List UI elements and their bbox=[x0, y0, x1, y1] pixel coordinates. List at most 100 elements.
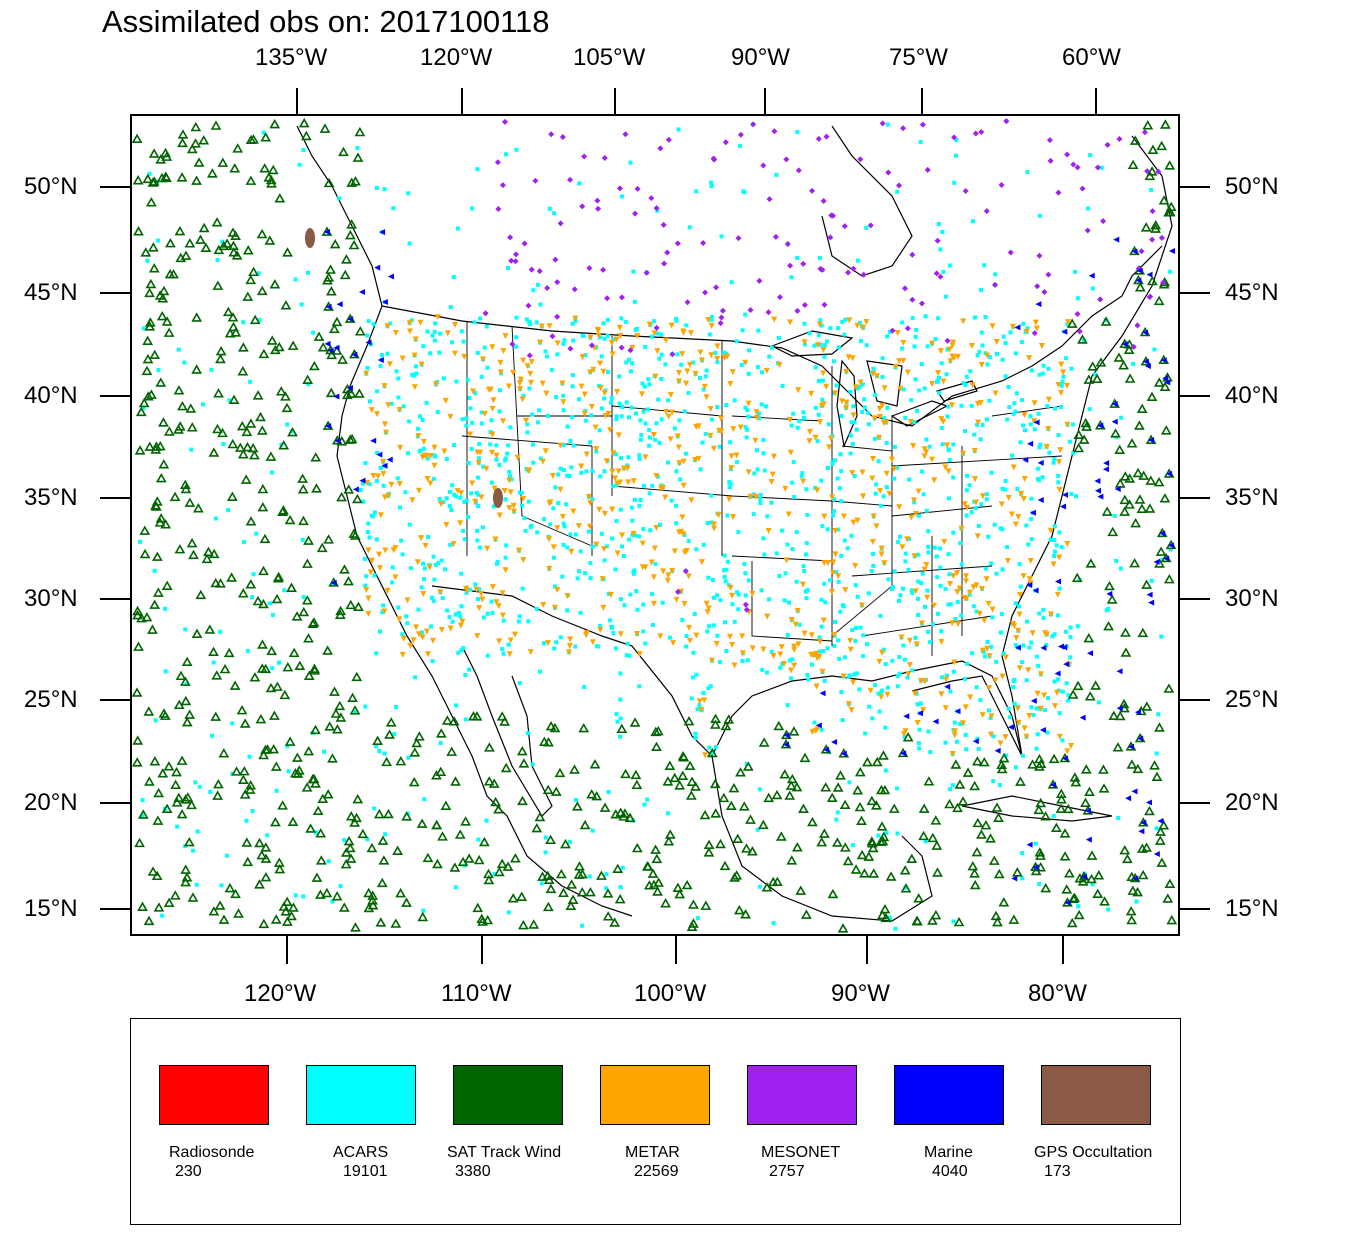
sat-track-wind-marker bbox=[1134, 494, 1146, 504]
acars-marker bbox=[476, 837, 481, 842]
acars-marker bbox=[795, 129, 800, 134]
acars-marker bbox=[791, 460, 796, 465]
marine-marker bbox=[386, 456, 393, 463]
sat-track-wind-marker bbox=[275, 386, 287, 396]
acars-marker bbox=[609, 400, 614, 405]
acars-marker bbox=[439, 558, 444, 563]
metar-marker bbox=[540, 602, 547, 609]
metar-marker bbox=[673, 596, 680, 603]
acars-marker bbox=[1003, 753, 1008, 758]
acars-marker bbox=[769, 649, 774, 654]
sat-track-wind-marker bbox=[516, 891, 528, 901]
sat-track-wind-marker bbox=[300, 130, 312, 141]
sat-track-wind-marker bbox=[1080, 417, 1092, 428]
metar-marker bbox=[506, 477, 513, 484]
mesonet-marker bbox=[885, 169, 892, 176]
acars-marker bbox=[760, 370, 765, 375]
sat-track-wind-marker bbox=[147, 624, 158, 634]
sat-track-wind-marker bbox=[1112, 742, 1124, 752]
sat-track-wind-marker bbox=[317, 342, 329, 352]
acars-marker bbox=[431, 599, 436, 604]
acars-marker bbox=[1154, 826, 1159, 831]
metar-marker bbox=[605, 410, 612, 417]
metar-marker bbox=[568, 548, 575, 555]
sat-track-wind-marker bbox=[332, 724, 343, 734]
metar-marker bbox=[1015, 627, 1022, 634]
metar-marker bbox=[900, 357, 907, 364]
metar-marker bbox=[1015, 513, 1022, 520]
acars-marker bbox=[1058, 405, 1063, 410]
acars-marker bbox=[805, 588, 810, 593]
sat-track-wind-marker bbox=[709, 719, 721, 729]
sat-track-wind-marker bbox=[267, 164, 279, 175]
acars-marker bbox=[937, 546, 942, 551]
acars-marker bbox=[367, 481, 372, 486]
sat-track-wind-marker bbox=[180, 676, 191, 686]
metar-marker bbox=[675, 378, 682, 385]
acars-marker bbox=[946, 552, 951, 557]
acars-marker bbox=[978, 698, 983, 703]
sat-track-wind-marker bbox=[180, 876, 191, 887]
acars-marker bbox=[475, 167, 480, 172]
sat-track-wind-marker bbox=[157, 768, 169, 778]
metar-marker bbox=[390, 547, 397, 554]
sat-track-wind-marker bbox=[758, 737, 770, 747]
metar-marker bbox=[701, 697, 708, 704]
acars-marker bbox=[728, 440, 733, 445]
acars-marker bbox=[360, 481, 365, 486]
metar-marker bbox=[415, 631, 422, 638]
acars-marker bbox=[729, 280, 734, 285]
marine-marker bbox=[1035, 301, 1042, 308]
acars-marker bbox=[463, 717, 468, 722]
acars-marker bbox=[552, 211, 557, 216]
acars-marker bbox=[769, 500, 774, 505]
acars-marker bbox=[697, 703, 702, 708]
sat-track-wind-marker bbox=[1154, 722, 1165, 732]
metar-marker bbox=[768, 478, 775, 485]
metar-marker bbox=[801, 630, 808, 637]
sat-track-wind-marker bbox=[913, 893, 925, 903]
sat-track-wind-marker bbox=[390, 918, 402, 928]
acars-marker bbox=[703, 431, 708, 436]
sat-track-wind-marker bbox=[147, 242, 159, 252]
metar-marker bbox=[902, 728, 909, 735]
sat-track-wind-marker bbox=[1099, 896, 1110, 906]
metar-marker bbox=[686, 361, 693, 368]
acars-marker bbox=[241, 540, 246, 545]
sat-track-wind-marker bbox=[677, 770, 689, 781]
mesonet-marker bbox=[669, 351, 676, 358]
acars-marker bbox=[531, 288, 536, 293]
acars-marker bbox=[1032, 427, 1037, 432]
acars-marker bbox=[637, 503, 642, 508]
sat-track-wind-marker bbox=[230, 327, 242, 337]
acars-marker bbox=[270, 470, 275, 475]
acars-marker bbox=[641, 602, 646, 607]
acars-marker bbox=[407, 419, 412, 424]
metar-marker bbox=[935, 369, 942, 376]
sat-track-wind-marker bbox=[249, 449, 260, 460]
acars-marker bbox=[693, 736, 698, 741]
acars-marker bbox=[485, 653, 490, 658]
metar-marker bbox=[877, 413, 884, 420]
acars-marker bbox=[683, 451, 688, 456]
metar-marker bbox=[614, 550, 621, 557]
acars-marker bbox=[703, 374, 708, 379]
mesonet-marker bbox=[616, 185, 623, 192]
metar-marker bbox=[871, 415, 878, 422]
mesonet-marker bbox=[1149, 208, 1156, 215]
metar-marker bbox=[539, 458, 546, 465]
acars-marker bbox=[473, 390, 478, 395]
metar-marker bbox=[406, 328, 413, 335]
metar-marker bbox=[692, 370, 699, 377]
sat-track-wind-marker bbox=[181, 872, 193, 882]
metar-marker bbox=[979, 493, 986, 500]
metar-marker bbox=[447, 413, 454, 420]
sat-track-wind-marker bbox=[1134, 420, 1145, 430]
acars-marker bbox=[782, 598, 787, 603]
metar-marker bbox=[940, 378, 947, 385]
metar-marker bbox=[489, 431, 496, 438]
acars-marker bbox=[862, 405, 867, 410]
acars-marker bbox=[691, 360, 696, 365]
sat-track-wind-marker bbox=[1035, 850, 1046, 860]
marine-marker bbox=[1131, 248, 1138, 255]
